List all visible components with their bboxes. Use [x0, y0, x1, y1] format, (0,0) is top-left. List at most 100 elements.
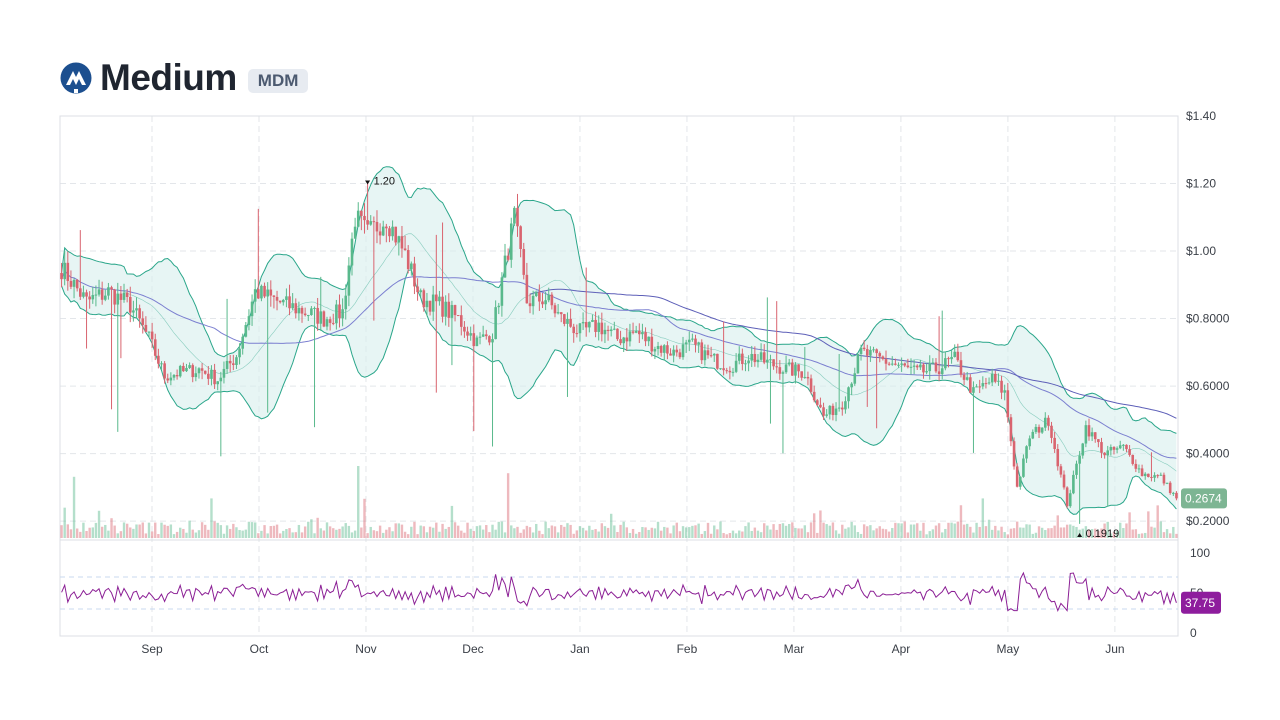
- volume-bar: [969, 526, 972, 538]
- volume-bar: [456, 525, 460, 538]
- candle-body: [1056, 448, 1060, 467]
- volume-bar: [844, 528, 847, 538]
- candle-body: [394, 226, 398, 243]
- candle-body: [1093, 432, 1097, 440]
- price-axis-label: $0.4000: [1186, 447, 1230, 461]
- volume-bar: [550, 525, 554, 538]
- volume-bar: [522, 529, 525, 538]
- volume-bar: [578, 526, 582, 538]
- volume-bar: [622, 521, 625, 538]
- candle-body: [347, 265, 351, 296]
- candle-body: [637, 330, 641, 335]
- volume-bar: [981, 498, 985, 538]
- volume-bar: [669, 533, 672, 538]
- candle-body: [369, 221, 373, 225]
- candle-body: [153, 339, 157, 356]
- candle-body: [1134, 463, 1138, 469]
- volume-bar: [191, 529, 194, 538]
- candle-body: [569, 318, 572, 327]
- volume-bar: [107, 530, 110, 538]
- volume-bar: [366, 533, 369, 538]
- volume-bar: [825, 524, 828, 538]
- candle-body: [975, 386, 978, 388]
- candle-body: [456, 315, 460, 317]
- volume-bar: [722, 533, 725, 538]
- candle-body: [381, 226, 385, 236]
- volume-bar: [472, 531, 475, 538]
- candle-body: [725, 370, 729, 372]
- volume-bar: [1109, 533, 1113, 538]
- volume-bar: [525, 525, 529, 538]
- candle-body: [525, 274, 529, 304]
- candle-body: [1137, 468, 1141, 470]
- candle-body: [990, 373, 994, 383]
- candle-body: [385, 226, 388, 229]
- volume-bar: [500, 521, 504, 538]
- volume-bar: [944, 528, 947, 538]
- volume-bar: [378, 525, 382, 538]
- candle-body: [356, 210, 360, 227]
- volume-bar: [297, 524, 301, 538]
- volume-bar: [394, 523, 397, 538]
- volume-bar: [72, 476, 76, 538]
- candle-body: [681, 344, 685, 358]
- volume-bar: [1097, 530, 1100, 538]
- candle-body: [403, 248, 407, 251]
- volume-bar: [116, 533, 119, 538]
- candle-body: [656, 345, 660, 349]
- candle-body: [862, 347, 866, 350]
- candle-body: [178, 365, 182, 377]
- volume-bar: [179, 527, 182, 538]
- candle-body: [360, 210, 363, 216]
- volume-bar: [485, 525, 488, 538]
- candle-body: [1047, 417, 1050, 426]
- volume-bar: [435, 522, 438, 538]
- candle-body: [444, 301, 447, 317]
- volume-bar: [794, 527, 797, 538]
- candle-body: [1097, 439, 1100, 443]
- volume-bar: [269, 526, 272, 538]
- candle-body: [969, 377, 972, 393]
- volume-bar: [444, 528, 447, 538]
- volume-bar: [250, 522, 254, 538]
- volume-bar: [341, 526, 344, 538]
- volume-bar: [934, 525, 938, 538]
- volume-bar: [1147, 511, 1150, 538]
- candle-body: [819, 404, 822, 408]
- volume-bar: [241, 530, 244, 538]
- volume-bar: [1168, 533, 1172, 538]
- price-axis-label: $0.6000: [1186, 379, 1230, 393]
- volume-bar: [919, 530, 922, 538]
- candle-body: [435, 294, 438, 302]
- candle-body: [703, 350, 707, 361]
- candle-body: [306, 315, 310, 317]
- volume-bar: [800, 528, 803, 538]
- candle-body: [588, 321, 591, 328]
- candle-body: [750, 353, 754, 361]
- candle-body: [1009, 417, 1013, 442]
- candle-body: [728, 370, 732, 373]
- volume-bar: [837, 533, 841, 538]
- time-axis-label: Apr: [892, 642, 911, 656]
- candle-body: [925, 371, 928, 373]
- candle-body: [88, 296, 91, 300]
- volume-bar: [422, 526, 426, 538]
- candle-body: [506, 255, 510, 260]
- volume-bar: [585, 530, 588, 538]
- candle-body: [937, 371, 941, 375]
- candle-body: [1162, 474, 1166, 484]
- volume-bar: [634, 533, 638, 538]
- candle-body: [553, 305, 557, 314]
- volume-bar: [1072, 525, 1075, 538]
- volume-bar: [278, 533, 282, 538]
- volume-bar: [575, 530, 579, 538]
- candle-body: [672, 349, 675, 356]
- volume-bar: [1003, 532, 1006, 538]
- candle-body: [172, 375, 176, 378]
- candle-body: [1153, 475, 1156, 478]
- volume-bar: [1022, 527, 1025, 538]
- volume-bar: [631, 528, 635, 538]
- candle-body: [410, 263, 413, 270]
- candle-body: [737, 353, 741, 361]
